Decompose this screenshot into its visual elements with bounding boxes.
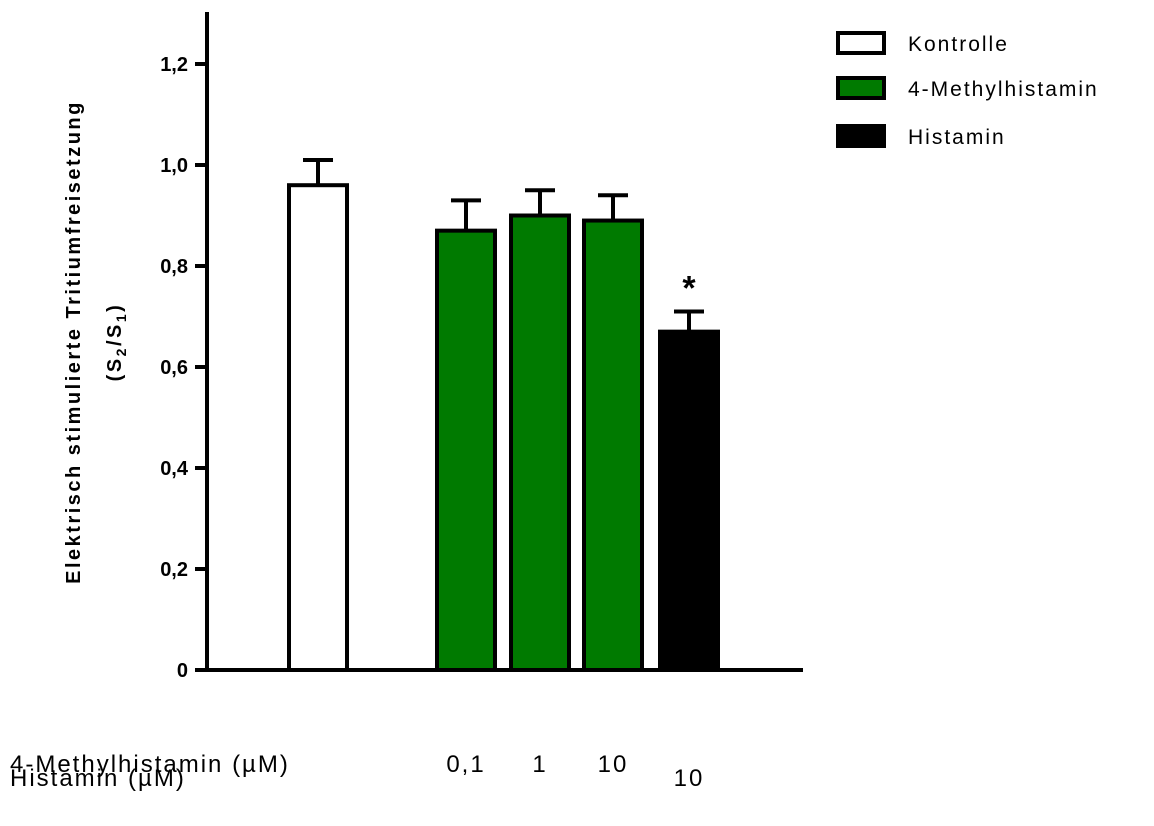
dose-value: 0,1 [446, 751, 485, 778]
legend-label: Kontrolle [908, 33, 1009, 56]
legend-swatch [836, 76, 886, 100]
bar-4-methylhistamin [582, 218, 644, 673]
dose-value: 10 [674, 765, 705, 792]
y-tick-label: 0,8 [160, 256, 188, 278]
bar-4-methylhistamin [435, 228, 497, 672]
legend-swatch [836, 124, 886, 148]
dose-row-label: 4-Methylhistamin (µM) [10, 751, 290, 778]
bar-histamin [658, 329, 720, 672]
y-tick-label: 0,4 [160, 458, 189, 480]
y-tick-label: 1,2 [160, 54, 188, 76]
legend-label: Histamin [908, 126, 1006, 149]
y-tick-label: 0,2 [160, 559, 188, 581]
dose-value: 10 [598, 751, 629, 778]
y-axis-title-units: (S2/S1) [104, 303, 129, 382]
y-tick-label: 1,0 [160, 155, 188, 177]
bar-4-methylhistamin [509, 213, 571, 672]
legend-swatch [836, 31, 886, 55]
significance-marker: * [682, 269, 696, 307]
bar-kontrolle [287, 183, 349, 672]
y-axis-title: Elektrisch stimulierte Tritiumfreisetzun… [63, 100, 85, 584]
y-tick-label: 0 [177, 660, 188, 682]
dose-value: 1 [532, 751, 547, 778]
legend-label: 4-Methylhistamin [908, 78, 1099, 101]
dose-row-label: Histamin (µM) [10, 765, 186, 792]
y-tick-label: 0,6 [160, 357, 188, 379]
